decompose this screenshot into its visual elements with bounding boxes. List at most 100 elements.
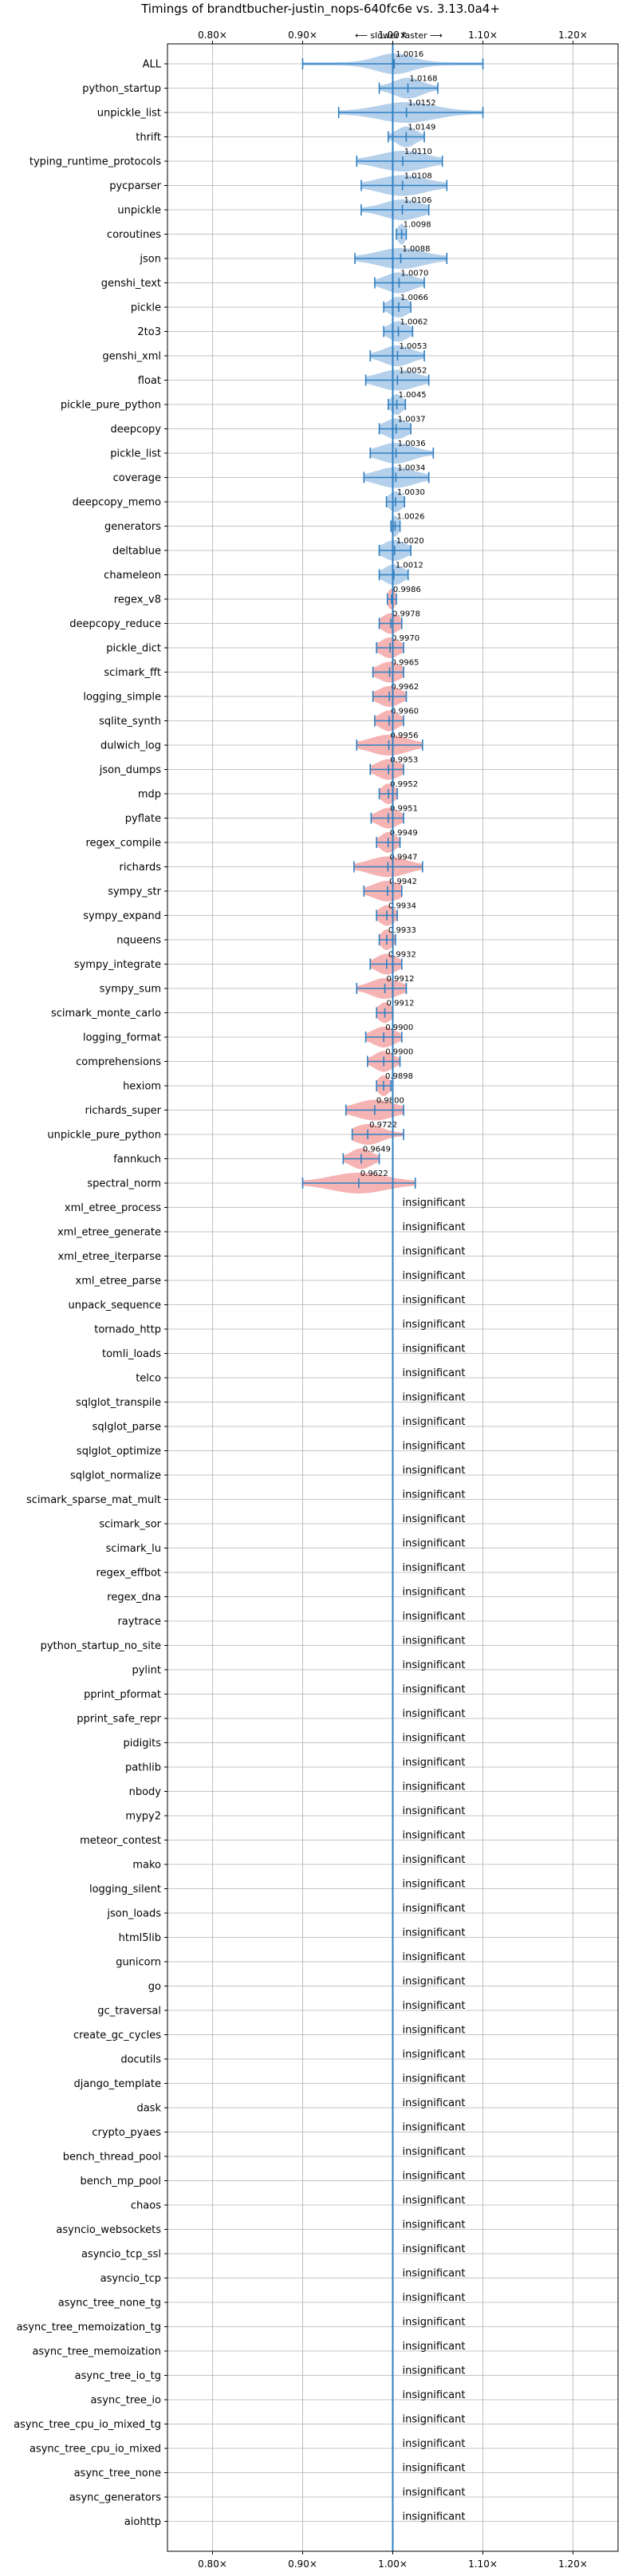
bottom-tick-label: 0.80× xyxy=(198,2558,227,2570)
benchmark-label: json_loads xyxy=(106,1908,161,1920)
benchmark-label: async_tree_none xyxy=(74,2468,161,2479)
value-label: 0.9932 xyxy=(388,951,416,960)
value-label: 1.0110 xyxy=(404,148,432,156)
insignificant-label: insignificant xyxy=(403,1416,466,1428)
benchmark-label: comprehensions xyxy=(76,1056,161,1068)
benchmark-label: async_tree_memoization xyxy=(32,2346,161,2358)
benchmark-label: spectral_norm xyxy=(87,1178,161,1190)
insignificant-label: insignificant xyxy=(403,1246,466,1258)
benchmark-label: html5lib xyxy=(119,1932,161,1944)
bottom-tick-label: 0.90× xyxy=(288,2558,317,2570)
benchmark-label: richards_super xyxy=(85,1105,161,1117)
benchmark-label: mypy2 xyxy=(125,1811,161,1823)
benchmark-label: bench_thread_pool xyxy=(63,2152,161,2164)
insignificant-label: insignificant xyxy=(403,1270,466,1282)
value-label: 0.9912 xyxy=(387,975,415,984)
benchmark-label: pickle_list xyxy=(110,448,161,460)
benchmark-label: async_generators xyxy=(69,2492,162,2504)
value-label: 0.9649 xyxy=(363,1146,391,1154)
value-label: 1.0030 xyxy=(397,488,425,497)
benchmark-label: asyncio_tcp xyxy=(100,2273,161,2285)
benchmark-label: sqlglot_transpile xyxy=(76,1397,161,1409)
value-label: 1.0088 xyxy=(402,245,430,254)
insignificant-label: insignificant xyxy=(403,2195,466,2207)
insignificant-label: insignificant xyxy=(403,2341,466,2353)
insignificant-label: insignificant xyxy=(403,2049,466,2061)
benchmark-label: async_tree_io xyxy=(90,2395,161,2407)
bottom-tick-label: 1.00× xyxy=(378,2558,408,2570)
value-label: 1.0152 xyxy=(408,99,436,108)
insignificant-label: insignificant xyxy=(403,1295,466,1307)
benchmark-label: thrift xyxy=(136,132,161,144)
value-label: 1.0108 xyxy=(404,172,432,181)
benchmark-label: pickle_dict xyxy=(106,643,161,655)
benchmark-label: deepcopy_reduce xyxy=(69,618,161,630)
value-label: 0.9965 xyxy=(392,659,419,668)
benchmark-label: asyncio_tcp_ssl xyxy=(81,2249,161,2261)
benchmark-label: sqlglot_optimize xyxy=(77,1446,161,1458)
insignificant-label: insignificant xyxy=(403,1879,466,1891)
benchmark-label: unpickle_pure_python xyxy=(47,1130,161,1142)
insignificant-label: insignificant xyxy=(403,1757,466,1769)
benchmark-label: tornado_http xyxy=(94,1324,161,1336)
insignificant-label: insignificant xyxy=(403,1830,466,1842)
insignificant-label: insignificant xyxy=(403,2317,466,2329)
benchmark-label: pidigits xyxy=(124,1738,162,1750)
plot-frame xyxy=(167,43,619,2552)
benchmark-label: chameleon xyxy=(104,570,161,582)
value-label: 0.9960 xyxy=(391,708,419,716)
benchmark-label: unpickle xyxy=(117,205,161,217)
benchmark-label: pycparser xyxy=(109,180,161,192)
benchmark-label: pathlib xyxy=(125,1762,161,1774)
benchmark-label: gunicorn xyxy=(116,1957,161,1969)
benchmark-label: django_template xyxy=(74,2078,161,2090)
benchmark-label: nqueens xyxy=(116,935,161,947)
value-label: 0.9951 xyxy=(390,805,418,814)
top-tick-label: 0.80× xyxy=(198,30,227,41)
benchmark-label: sympy_str xyxy=(108,886,161,898)
insignificant-label: insignificant xyxy=(403,1489,466,1501)
value-label: 0.9722 xyxy=(369,1121,397,1130)
insignificant-label: insignificant xyxy=(403,2511,466,2523)
value-label: 1.0070 xyxy=(400,270,428,278)
insignificant-label: insignificant xyxy=(403,1635,466,1647)
benchmark-label: fannkuch xyxy=(113,1154,161,1166)
value-label: 0.9952 xyxy=(390,780,418,789)
insignificant-label: insignificant xyxy=(403,2438,466,2450)
value-label: 1.0066 xyxy=(400,294,428,302)
benchmark-label: hexiom xyxy=(123,1081,161,1093)
benchmark-label: scimark_fft xyxy=(104,667,161,679)
benchmark-label: raytrace xyxy=(117,1616,161,1628)
benchmark-label: pprint_pformat xyxy=(84,1689,161,1701)
insignificant-label: insignificant xyxy=(403,2268,466,2280)
insignificant-label: insignificant xyxy=(403,2171,466,2183)
insignificant-label: insignificant xyxy=(403,1976,466,1988)
insignificant-label: insignificant xyxy=(403,1367,466,1379)
insignificant-label: insignificant xyxy=(403,1781,466,1793)
value-label: 1.0034 xyxy=(397,464,425,473)
insignificant-label: insignificant xyxy=(403,1562,466,1574)
value-label: 0.9942 xyxy=(389,878,417,886)
value-label: 0.9956 xyxy=(391,732,419,740)
benchmark-label: scimark_sor xyxy=(99,1519,161,1531)
insignificant-label: insignificant xyxy=(403,1805,466,1817)
value-label: 0.9947 xyxy=(390,854,418,862)
benchmark-label: async_tree_cpu_io_mixed_tg xyxy=(14,2419,161,2431)
benchmark-label: logging_silent xyxy=(89,1884,161,1896)
benchmark-label: sqlite_synth xyxy=(99,716,161,728)
value-label: 1.0168 xyxy=(409,75,437,84)
value-label: 1.0053 xyxy=(399,342,427,351)
insignificant-label: insignificant xyxy=(403,2463,466,2475)
benchmark-label: scimark_lu xyxy=(106,1543,161,1555)
value-label: 1.0106 xyxy=(404,196,431,205)
benchmark-label: genshi_xml xyxy=(102,351,161,363)
insignificant-label: insignificant xyxy=(403,2146,466,2158)
bottom-tick-label: 1.20× xyxy=(558,2558,588,2570)
insignificant-label: insignificant xyxy=(403,2414,466,2426)
insignificant-label: insignificant xyxy=(403,2122,466,2134)
benchmark-rows: ALL 1.0016 python_startup 1.0168 unpickle_li… xyxy=(14,50,484,2528)
benchmark-label: deltablue xyxy=(112,546,161,558)
value-label: 0.9900 xyxy=(385,1024,413,1032)
value-label: 0.9978 xyxy=(392,610,420,619)
insignificant-label: insignificant xyxy=(403,2389,466,2401)
